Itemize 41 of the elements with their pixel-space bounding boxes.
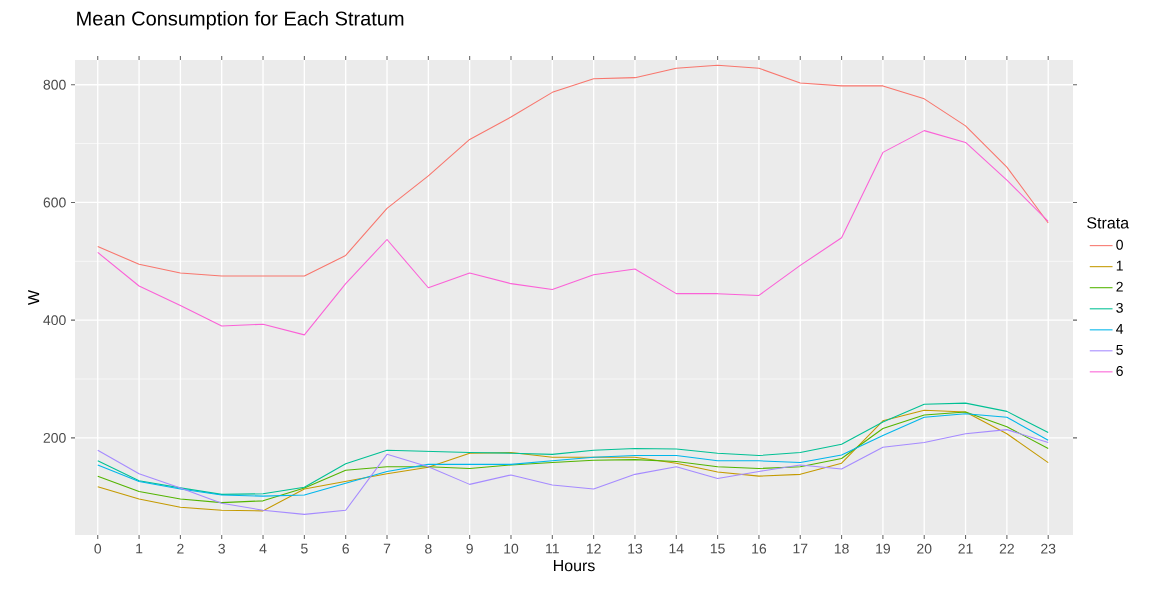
x-tick-label: 10 <box>504 543 519 554</box>
x-tick-label: 9 <box>466 543 473 554</box>
x-tick-label: 16 <box>752 543 767 554</box>
y-tick-label: 600 <box>43 197 66 208</box>
x-tick-label: 1 <box>136 543 143 554</box>
x-tick-label: 5 <box>301 543 308 554</box>
x-tick-label: 6 <box>342 543 349 554</box>
chart-title: Mean Consumption for Each Stratum <box>77 10 404 30</box>
y-axis-title: W <box>28 290 40 305</box>
x-tick-label: 4 <box>259 543 267 554</box>
x-tick-label: 21 <box>958 543 973 554</box>
x-tick-label: 13 <box>628 543 643 554</box>
legend-label: 1 <box>1116 260 1123 271</box>
x-tick-label: 0 <box>94 543 102 554</box>
x-tick-label: 12 <box>586 543 601 554</box>
x-tick-label: 18 <box>834 543 849 554</box>
x-tick-label: 19 <box>876 543 891 554</box>
x-axis-title: Hours <box>553 560 595 572</box>
y-tick-label: 200 <box>43 432 66 443</box>
x-tick-label: 22 <box>999 543 1014 554</box>
x-tick-label: 15 <box>710 543 725 554</box>
y-tick-label: 400 <box>43 315 66 326</box>
x-tick-label: 14 <box>669 543 684 554</box>
legend-label: 4 <box>1116 324 1124 334</box>
legend-label: 2 <box>1116 281 1123 292</box>
legend-label: 0 <box>1116 239 1123 250</box>
x-tick-label: 11 <box>546 543 559 554</box>
legend-label: 3 <box>1116 302 1123 313</box>
x-tick-label: 20 <box>917 543 932 554</box>
x-tick-label: 17 <box>793 543 808 554</box>
y-tick-label: 800 <box>43 79 66 90</box>
x-tick-label: 2 <box>177 543 184 554</box>
x-tick-label: 8 <box>425 543 432 554</box>
legend-label: 6 <box>1116 365 1123 376</box>
x-tick-label: 7 <box>383 543 391 554</box>
line-series <box>97 429 1049 515</box>
x-tick-label: 23 <box>1041 543 1056 554</box>
line-series <box>97 130 1049 336</box>
legend-title: Strata <box>1087 217 1130 229</box>
legend-label: 5 <box>1116 345 1123 355</box>
x-tick-label: 3 <box>218 543 225 554</box>
